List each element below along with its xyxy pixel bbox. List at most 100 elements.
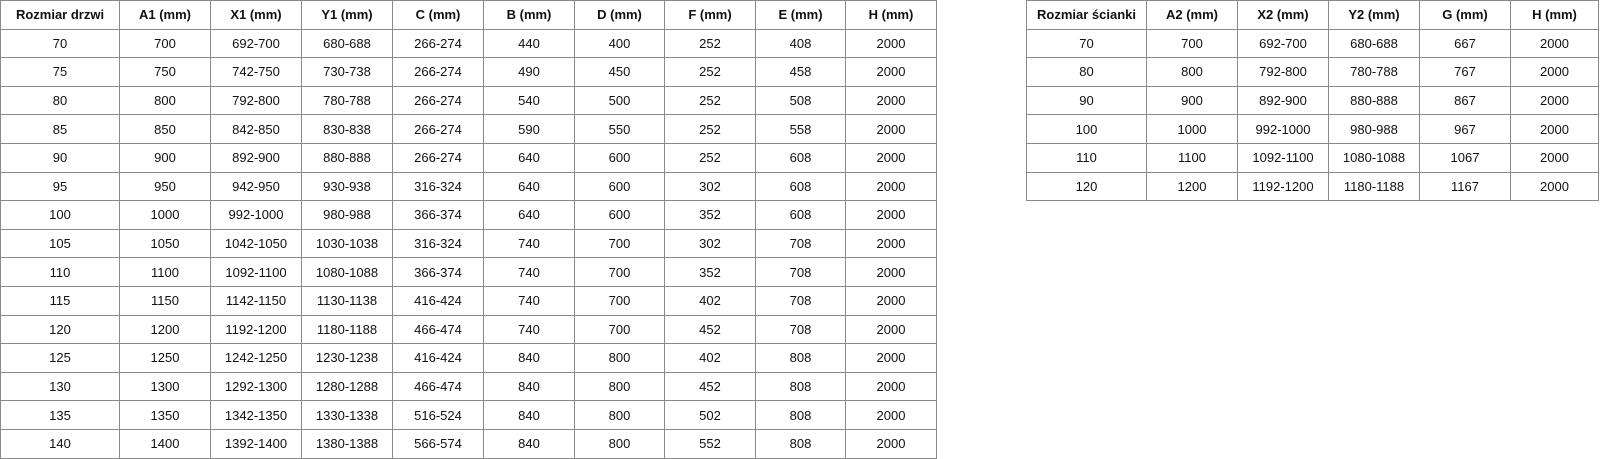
- table-cell: 2000: [845, 428, 937, 459]
- table-row: 100 1000 992-1000 980-988 366-374 640 600 352 60…: [0, 200, 937, 230]
- table-cell: 252: [664, 57, 756, 87]
- table-cell: 700: [574, 285, 665, 316]
- column-header: D (mm): [574, 0, 665, 30]
- table-cell: 667: [1419, 28, 1511, 59]
- column-header: G (mm): [1419, 0, 1511, 30]
- table-cell: 516-524: [392, 400, 484, 430]
- table-cell: 1342-1350: [210, 400, 302, 430]
- table-cell: 930-938: [301, 171, 393, 202]
- table-cell: 892-900: [210, 142, 302, 173]
- table-cell: 402: [664, 343, 756, 373]
- table-cell: 2000: [845, 314, 937, 345]
- table-cell: 867: [1419, 85, 1511, 116]
- table-cell: 400: [574, 28, 665, 59]
- table-cell: 2000: [845, 400, 937, 430]
- table-row: 95 950 942-950 930-938 316-324 640 600 302 608 20…: [0, 171, 937, 202]
- table-cell: 1242-1250: [210, 343, 302, 373]
- table-cell: 640: [483, 142, 575, 173]
- header-row: Rozmiar ścianki A2 (mm) X2 (mm) Y2 (mm) G (m…: [1026, 0, 1599, 30]
- table-cell: 840: [483, 343, 575, 373]
- table-cell: 780-788: [301, 85, 393, 116]
- table-cell: 452: [664, 371, 756, 402]
- table-cell: 2000: [845, 28, 937, 59]
- table-cell: 692-700: [1237, 28, 1329, 59]
- table-cell: 1180-1188: [301, 314, 393, 345]
- table-cell: 2000: [845, 85, 937, 116]
- table-cell: 800: [574, 371, 665, 402]
- table-row: 90 900 892-900 880-888 867 2000: [1026, 85, 1599, 116]
- table-cell: 2000: [845, 371, 937, 402]
- table-cell: 808: [755, 428, 846, 459]
- table-cell: 120: [0, 314, 120, 345]
- table-cell: 2000: [1510, 142, 1599, 173]
- table-cell: 600: [574, 171, 665, 202]
- column-header: F (mm): [664, 0, 756, 30]
- table-cell: 80: [0, 85, 120, 116]
- table-cell: 316-324: [392, 228, 484, 259]
- table-cell: 600: [574, 200, 665, 230]
- table-cell: 600: [574, 142, 665, 173]
- table-cell: 90: [0, 142, 120, 173]
- table-cell: 458: [755, 57, 846, 87]
- table-cell: 980-988: [301, 200, 393, 230]
- table-cell: 366-374: [392, 257, 484, 287]
- table-cell: 880-888: [301, 142, 393, 173]
- table-cell: 692-700: [210, 28, 302, 59]
- table-row: 110 1100 1092-1100 1080-1088 1067 2000: [1026, 142, 1599, 173]
- column-header: B (mm): [483, 0, 575, 30]
- table-cell: 680-688: [301, 28, 393, 59]
- table-row: 75 750 742-750 730-738 266-274 490 450 252 458 20…: [0, 57, 937, 87]
- table-cell: 1280-1288: [301, 371, 393, 402]
- table-cell: 120: [1026, 171, 1147, 202]
- table-cell: 1130-1138: [301, 285, 393, 316]
- table-cell: 992-1000: [210, 200, 302, 230]
- table-cell: 792-800: [210, 85, 302, 116]
- table-row: 80 800 792-800 780-788 266-274 540 500 252 508 20…: [0, 85, 937, 116]
- table-cell: 808: [755, 371, 846, 402]
- table-row: 80 800 792-800 780-788 767 2000: [1026, 57, 1599, 87]
- table-row: 90 900 892-900 880-888 266-274 640 600 252 608 20…: [0, 142, 937, 173]
- table-cell: 900: [119, 142, 211, 173]
- table-cell: 352: [664, 257, 756, 287]
- table-cell: 2000: [1510, 28, 1599, 59]
- table-cell: 1292-1300: [210, 371, 302, 402]
- column-header: E (mm): [755, 0, 846, 30]
- table-cell: 700: [574, 228, 665, 259]
- table-cell: 266-274: [392, 28, 484, 59]
- table-cell: 850: [119, 114, 211, 144]
- table-cell: 730-738: [301, 57, 393, 87]
- table-cell: 740: [483, 257, 575, 287]
- table-cell: 808: [755, 400, 846, 430]
- table-cell: 2000: [845, 57, 937, 87]
- table-row: 120 1200 1192-1200 1180-1188 466-474 740 700 45…: [0, 314, 937, 345]
- table-cell: 125: [0, 343, 120, 373]
- column-header: H (mm): [845, 0, 937, 30]
- table-cell: 800: [1146, 57, 1238, 87]
- table-cell: 1400: [119, 428, 211, 459]
- table-cell: 70: [0, 28, 120, 59]
- table-cell: 252: [664, 85, 756, 116]
- table-cell: 500: [574, 85, 665, 116]
- table-cell: 2000: [845, 228, 937, 259]
- table-cell: 608: [755, 171, 846, 202]
- table-row: 70 700 692-700 680-688 266-274 440 400 252 408 20…: [0, 28, 937, 59]
- table-cell: 842-850: [210, 114, 302, 144]
- table-row: 140 1400 1392-1400 1380-1388 566-574 840 800 55…: [0, 428, 937, 459]
- table-cell: 640: [483, 171, 575, 202]
- table-cell: 767: [1419, 57, 1511, 87]
- table-cell: 266-274: [392, 85, 484, 116]
- door-size-table: Rozmiar drzwi A1 (mm) X1 (mm) Y1 (mm) C (mm)…: [0, 0, 937, 459]
- table-cell: 402: [664, 285, 756, 316]
- table-cell: 1042-1050: [210, 228, 302, 259]
- table-cell: 1200: [1146, 171, 1238, 202]
- table-cell: 2000: [1510, 171, 1599, 202]
- table-cell: 1167: [1419, 171, 1511, 202]
- table-row: 120 1200 1192-1200 1180-1188 1167 2000: [1026, 171, 1599, 202]
- table-cell: 2000: [845, 114, 937, 144]
- table-row: 135 1350 1342-1350 1330-1338 516-524 840 800 50…: [0, 400, 937, 430]
- table-cell: 2000: [845, 142, 937, 173]
- table-cell: 2000: [845, 200, 937, 230]
- table-cell: 2000: [845, 171, 937, 202]
- table-cell: 266-274: [392, 142, 484, 173]
- table-cell: 2000: [1510, 85, 1599, 116]
